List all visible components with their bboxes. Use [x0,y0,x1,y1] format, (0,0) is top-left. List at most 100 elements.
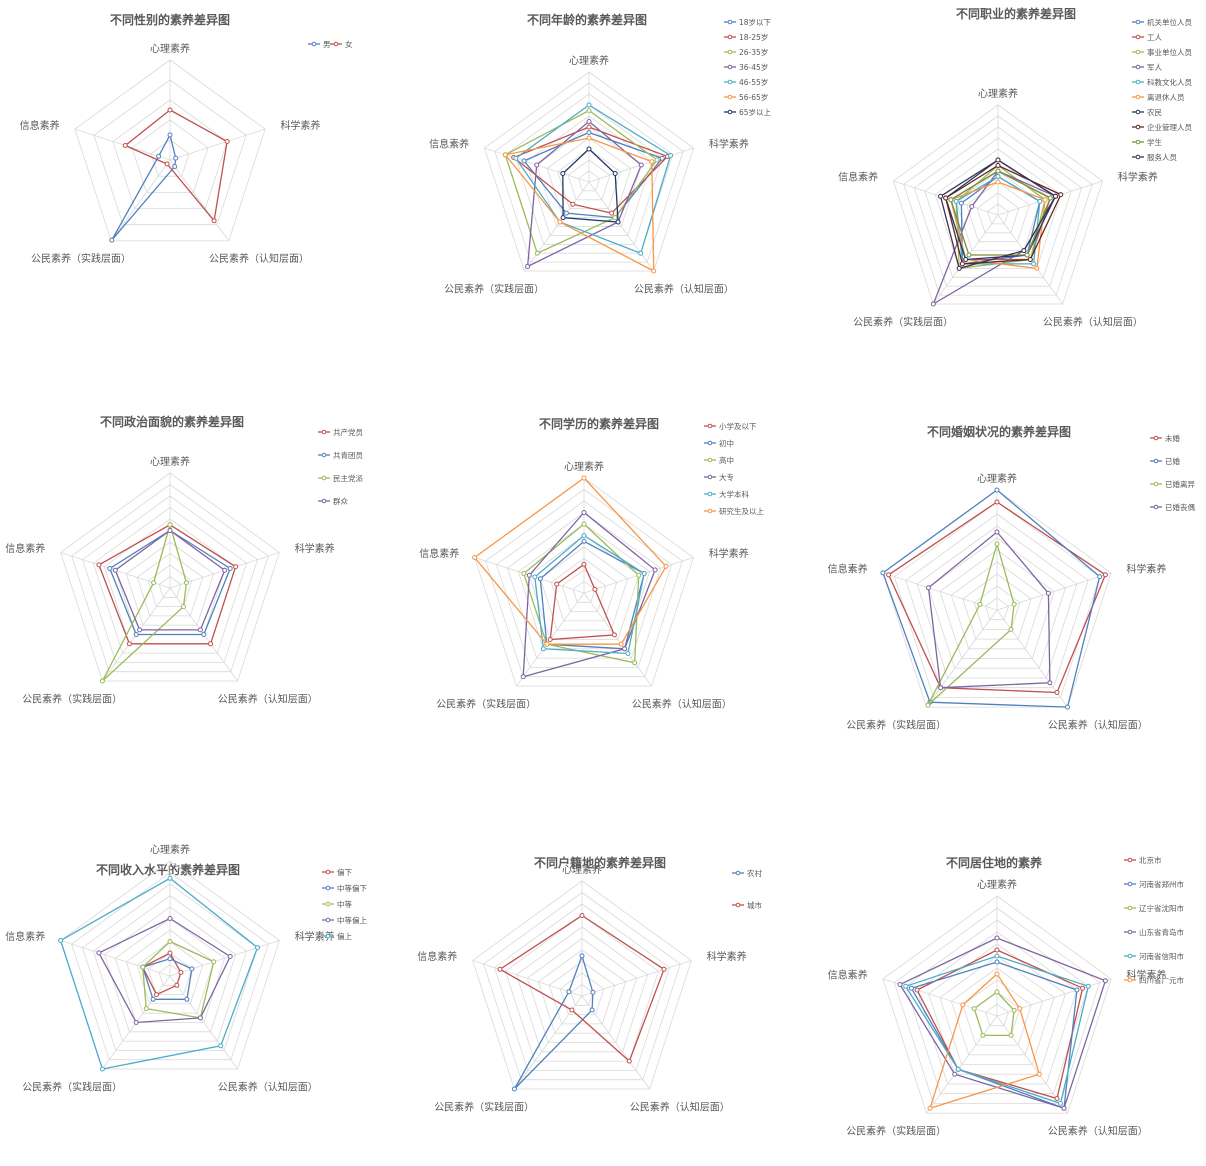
axis-label: 公民素养（认知层面） [1048,718,1148,731]
legend-label: 四川省广元市 [1139,975,1184,985]
legend-label: 偏下 [337,867,352,877]
data-point [960,1002,966,1008]
data-point [1017,1006,1023,1012]
grid-ring [82,495,258,663]
axis-label: 信息素养 [828,969,868,982]
axis-label: 科学素养 [295,542,335,555]
data-point [109,237,115,243]
grid-ring [903,115,1093,296]
data-point [521,158,527,164]
data-point [626,1058,632,1064]
grid-ring [892,104,1104,305]
legend-label: 群众 [333,496,348,506]
legend-marker [1153,481,1159,487]
grid-ring [60,472,280,682]
data-point [133,1020,139,1025]
data-point [201,632,207,637]
grid-ring [950,967,1044,1056]
data-point [926,585,931,591]
grid-ring [928,537,1066,669]
axis-label: 公民素养（实践层面） [853,315,953,328]
series-2 [99,522,189,684]
legend-item: 四川省广元市 [1124,975,1184,985]
axis-label: 信息素养 [429,138,469,151]
data-point [956,265,962,271]
radar-chart-panel: 不同婚姻状况的素养差异图 心理素养 科学素养 公民素养（认知层面） 公民素养（实践层面）… [804,388,1206,776]
legend-item: 学生 [1132,137,1163,147]
radar-chart-panel: 不同学历的素养差异图 心理素养 科学素养 公民素养（认知层面） 公民素养（实践层面） 信息… [402,388,804,776]
data-point [96,950,102,956]
axis-label: 科学素养 [709,547,749,560]
data-point [977,601,983,607]
grid-ring [955,170,1041,252]
series-0 [914,947,1086,1101]
grid-ring [550,558,618,622]
data-point [172,164,178,169]
grid-ring [985,1003,1009,1027]
axis-spoke [588,181,655,272]
data-point [994,989,1000,995]
data-point [1065,704,1070,710]
data-point [547,637,553,642]
grid-ring [950,561,1044,650]
data-point [615,219,621,225]
data-point [99,1066,105,1072]
data-point [969,204,975,209]
grid-ring [74,59,266,242]
legend-label: 学生 [1147,137,1163,147]
legend-label: 已婚 [1165,456,1181,466]
grid-ring [976,192,1020,234]
legend-label: 农村 [747,868,762,878]
series-line [526,120,643,268]
legend: 18岁以下 18-25岁 26-35岁 36-45岁 46-55岁 56-65岁 65岁以上 [724,17,772,117]
data-point [581,561,587,567]
series-5 [502,135,657,274]
chart-title: 不同居住地的素养 [946,855,1042,870]
legend-marker [1127,857,1133,863]
legend-label: 企业管理人员 [1147,122,1192,132]
radar-chart-panel: 不同户籍地的素养差异图 心理素养 科学素养 公民素养（认知层面） 公民素养（实践层面） 信… [402,776,804,1164]
legend-marker [1135,109,1141,115]
data-point [233,564,239,570]
data-point [563,210,569,216]
radar-grid [892,104,1104,305]
grid-ring [546,137,632,219]
legend-label: 事业单位人员 [1147,47,1192,57]
axis-label: 公民素养（认知层面） [218,1080,318,1093]
legend-label: 36-45岁 [739,62,768,72]
legend-label: 中等偏上 [337,915,367,925]
legend-marker [1127,881,1133,887]
legend-item: 辽宁省沈阳市 [1124,903,1184,913]
legend-label: 已婚离异 [1165,479,1195,489]
radar-grid [60,472,280,682]
legend: 男女 [308,39,353,49]
data-point [1011,1007,1017,1013]
grid-ring [472,880,692,1090]
grid-ring [905,513,1089,689]
legend-marker [325,917,331,923]
legend-item: 工人 [1132,33,1163,42]
data-point [143,1006,149,1012]
legend-marker [1135,49,1141,55]
legend-marker [707,440,713,446]
grid-ring [60,860,280,1070]
series-3 [926,529,1053,691]
legend-item: 小学及以下 [704,421,757,431]
data-point [661,966,667,972]
legend-label: 高中 [719,455,734,465]
series-9 [938,157,1058,271]
grid-ring [934,148,1062,269]
data-point [980,1032,986,1038]
grid-ring [494,903,670,1071]
series-3 [520,510,658,680]
legend-item: 已婚 [1150,456,1181,466]
grid-ring [92,507,248,654]
legend-item: 河南省信阳市 [1124,951,1184,961]
legend-marker [1135,34,1141,40]
legend-label: 机关单位人员 [1147,17,1192,27]
